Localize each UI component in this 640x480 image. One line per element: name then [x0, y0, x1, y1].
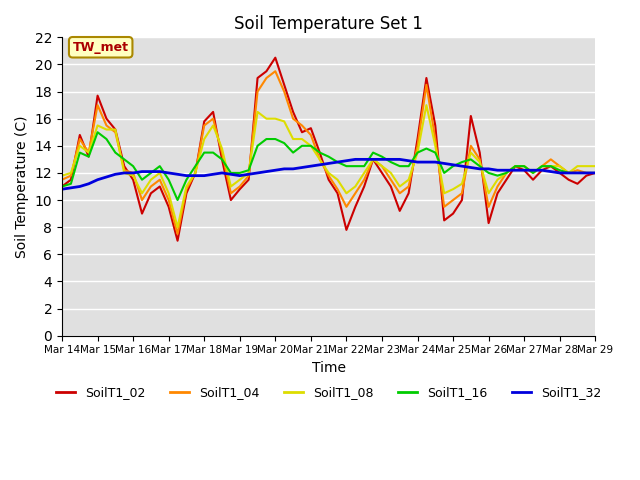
- SoilT1_04: [538, 163, 546, 169]
- SoilT1_02: [191, 170, 199, 176]
- SoilT1_08: [253, 109, 261, 115]
- SoilT1_04: [253, 89, 261, 95]
- Y-axis label: Soil Temperature (C): Soil Temperature (C): [15, 115, 29, 258]
- SoilT1_32: [165, 170, 173, 176]
- SoilT1_02: [271, 55, 279, 60]
- SoilT1_32: [182, 173, 190, 179]
- SoilT1_32: [591, 170, 599, 176]
- SoilT1_02: [360, 184, 368, 190]
- Line: SoilT1_04: SoilT1_04: [62, 71, 595, 234]
- SoilT1_04: [271, 68, 279, 74]
- SoilT1_32: [529, 168, 537, 173]
- SoilT1_08: [351, 184, 359, 190]
- Legend: SoilT1_02, SoilT1_04, SoilT1_08, SoilT1_16, SoilT1_32: SoilT1_02, SoilT1_04, SoilT1_08, SoilT1_…: [51, 381, 606, 404]
- SoilT1_16: [93, 130, 101, 135]
- SoilT1_16: [262, 136, 270, 142]
- SoilT1_16: [58, 184, 66, 190]
- SoilT1_32: [387, 156, 395, 162]
- SoilT1_16: [591, 170, 599, 176]
- Text: TW_met: TW_met: [73, 41, 129, 54]
- SoilT1_02: [253, 75, 261, 81]
- Line: SoilT1_08: SoilT1_08: [62, 105, 595, 227]
- SoilT1_08: [58, 173, 66, 179]
- SoilT1_02: [165, 204, 173, 210]
- SoilT1_04: [396, 191, 404, 196]
- Line: SoilT1_16: SoilT1_16: [62, 132, 595, 200]
- SoilT1_32: [351, 156, 359, 162]
- SoilT1_04: [173, 231, 181, 237]
- Title: Soil Temperature Set 1: Soil Temperature Set 1: [234, 15, 423, 33]
- SoilT1_16: [538, 163, 546, 169]
- SoilT1_32: [245, 171, 253, 177]
- SoilT1_02: [591, 170, 599, 176]
- SoilT1_16: [360, 163, 368, 169]
- Line: SoilT1_02: SoilT1_02: [62, 58, 595, 241]
- SoilT1_08: [422, 102, 430, 108]
- SoilT1_08: [191, 170, 199, 176]
- SoilT1_02: [538, 168, 546, 173]
- SoilT1_08: [538, 163, 546, 169]
- SoilT1_02: [173, 238, 181, 244]
- SoilT1_08: [173, 224, 181, 230]
- SoilT1_16: [182, 177, 190, 182]
- SoilT1_16: [173, 197, 181, 203]
- SoilT1_16: [396, 163, 404, 169]
- SoilT1_04: [360, 177, 368, 182]
- SoilT1_08: [387, 170, 395, 176]
- Line: SoilT1_32: SoilT1_32: [62, 159, 595, 189]
- SoilT1_08: [591, 163, 599, 169]
- SoilT1_04: [191, 170, 199, 176]
- X-axis label: Time: Time: [312, 361, 346, 375]
- SoilT1_08: [165, 191, 173, 196]
- SoilT1_04: [58, 177, 66, 182]
- SoilT1_02: [58, 184, 66, 190]
- SoilT1_04: [591, 170, 599, 176]
- SoilT1_16: [200, 150, 208, 156]
- SoilT1_02: [396, 208, 404, 214]
- SoilT1_04: [165, 197, 173, 203]
- SoilT1_32: [58, 186, 66, 192]
- SoilT1_32: [342, 158, 350, 164]
